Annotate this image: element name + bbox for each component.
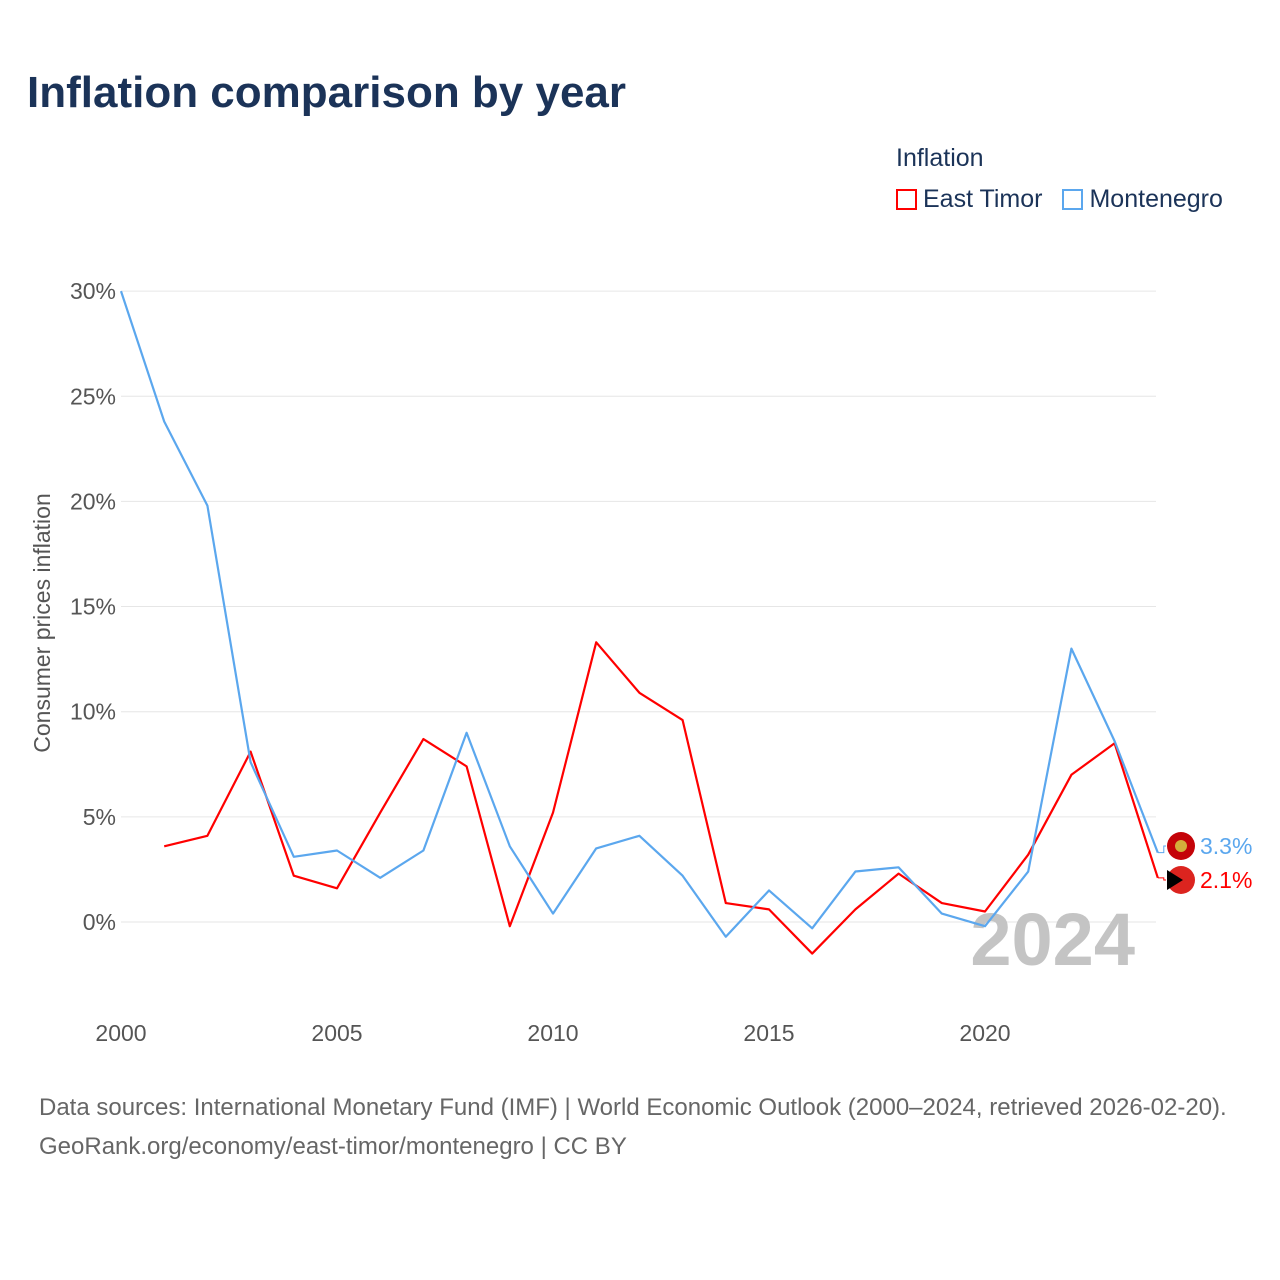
x-tick-label: 2005: [311, 1020, 362, 1046]
y-tick-label: 0%: [83, 909, 116, 935]
y-tick-label: 5%: [83, 804, 116, 830]
x-tick-label: 2015: [743, 1020, 794, 1046]
y-tick-label: 20%: [70, 488, 116, 514]
series-line-montenegro: [119, 290, 1159, 938]
year-watermark: 2024: [970, 898, 1135, 981]
chart-title: Inflation comparison by year: [27, 68, 627, 117]
legend-label: East Timor: [923, 185, 1043, 213]
legend-swatch: [1062, 189, 1084, 210]
source-link[interactable]: GeoRank.org/economy/east-timor/montenegr…: [39, 1133, 627, 1160]
x-tick-label: 2020: [959, 1020, 1010, 1046]
legend: East Timor Montenegro: [896, 185, 1223, 214]
legend-item-east-timor[interactable]: East Timor: [896, 185, 1042, 214]
legend-swatch: [896, 189, 917, 210]
y-tick-label: 10%: [70, 699, 116, 725]
end-value-label: 3.3%: [1200, 833, 1252, 859]
end-connector: [1157, 845, 1166, 854]
y-tick-label: 25%: [70, 383, 116, 409]
legend-item-montenegro[interactable]: Montenegro: [1062, 185, 1223, 214]
end-value-label: 2.1%: [1200, 867, 1252, 893]
series-line-east-timor: [163, 641, 1159, 955]
flag-emblem-icon: [1175, 840, 1187, 852]
y-axis-label: Consumer prices inflation: [29, 493, 55, 753]
footer: Data sources: International Monetary Fun…: [39, 1088, 1249, 1166]
flag-triangle-icon: [1167, 870, 1183, 890]
y-tick-label: 30%: [70, 278, 116, 304]
x-tick-label: 2000: [95, 1020, 146, 1046]
x-tick-label: 2010: [527, 1020, 578, 1046]
legend-title: Inflation: [896, 144, 984, 172]
legend-label: Montenegro: [1089, 185, 1223, 213]
y-tick-label: 15%: [70, 594, 116, 620]
end-connector: [1157, 877, 1166, 881]
data-sources: Data sources: International Monetary Fun…: [39, 1094, 1227, 1121]
